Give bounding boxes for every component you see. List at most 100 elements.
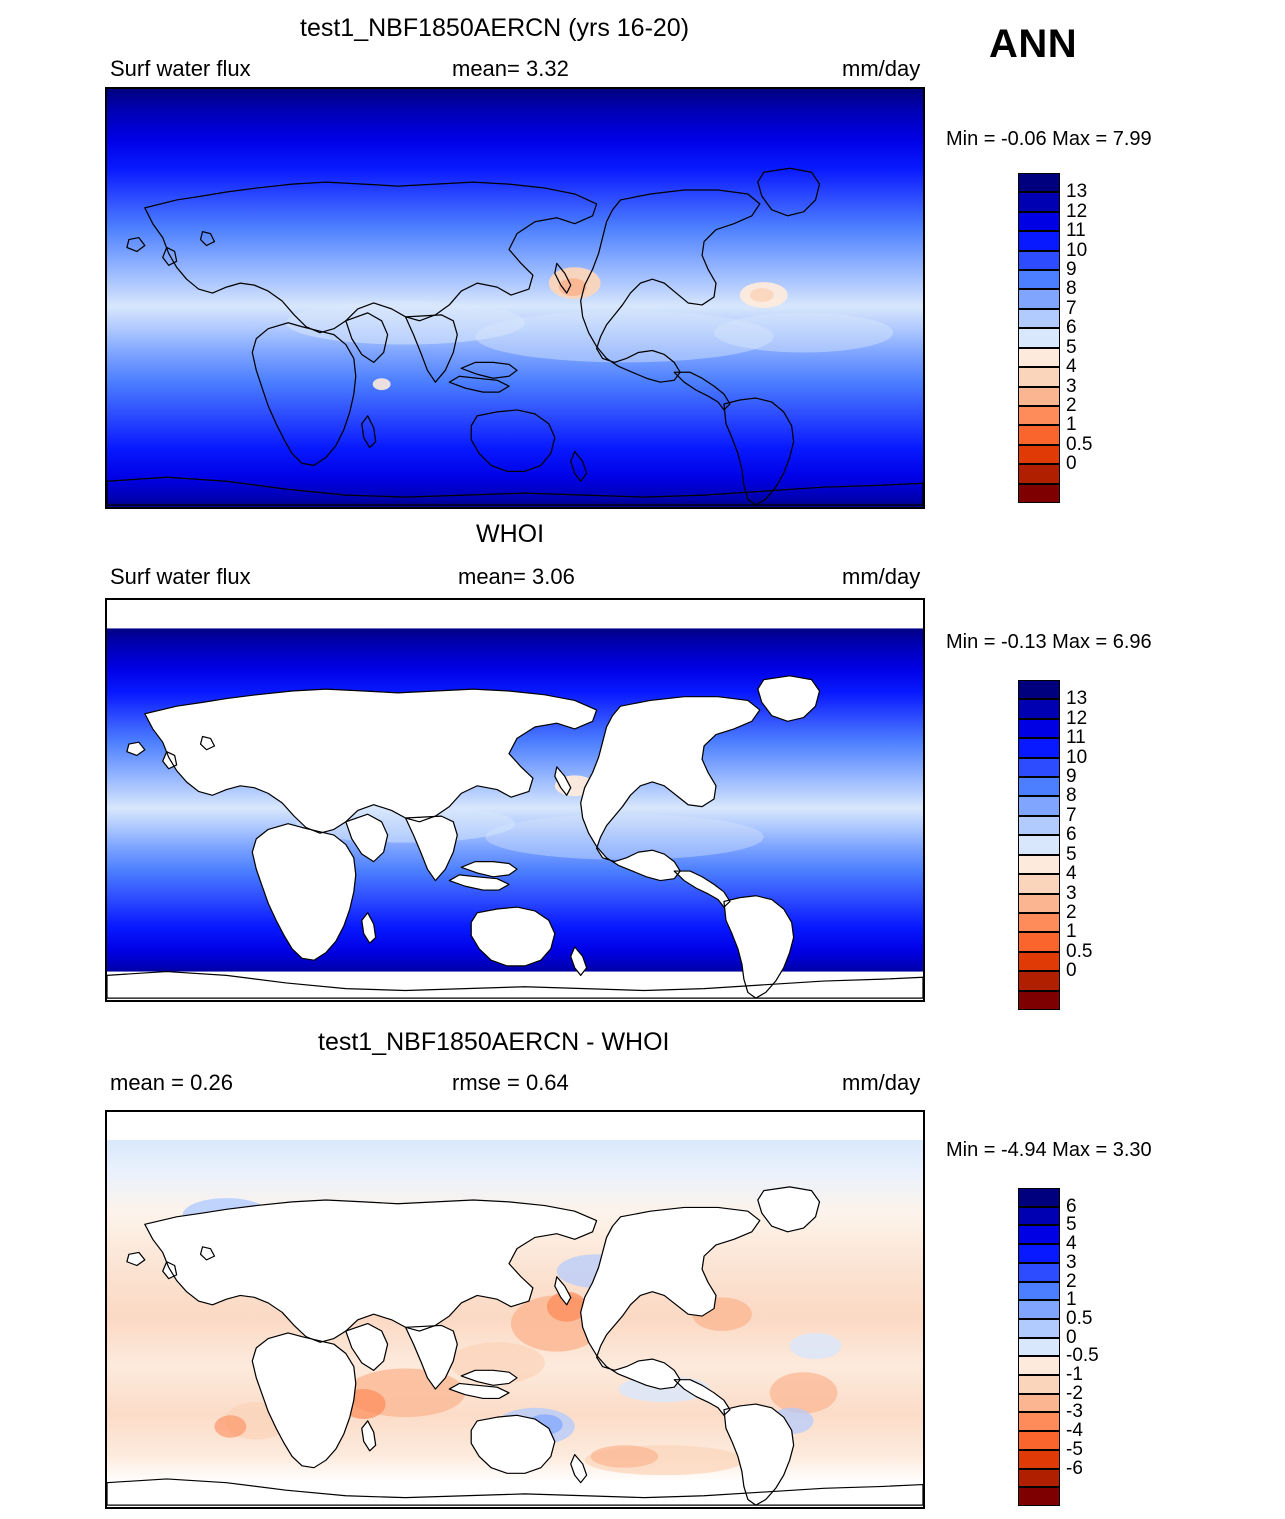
colorbar-swatch (1018, 835, 1060, 855)
colorbar-tick-label: 4 (1066, 863, 1077, 885)
colorbar-swatch (1018, 874, 1060, 894)
colorbar-swatch (1018, 328, 1060, 348)
colorbar-tick-label: 10 (1066, 239, 1088, 261)
colorbar-tick-label: 6 (1066, 317, 1077, 339)
colorbar-tick-label: 3 (1066, 375, 1077, 397)
colorbar-swatch (1018, 1262, 1060, 1282)
colorbar-tick-label: 5 (1066, 843, 1077, 865)
panel-3-map (105, 1110, 925, 1509)
colorbar-tick-label: 2 (1066, 901, 1077, 923)
colorbar-swatch (1018, 1412, 1060, 1432)
colorbar-swatch (1018, 1188, 1060, 1207)
colorbar-swatch (1018, 854, 1060, 875)
colorbar-tick-label: 8 (1066, 278, 1077, 300)
colorbar-swatch (1018, 680, 1060, 700)
colorbar-tick-label: 7 (1066, 297, 1077, 319)
colorbar-tick-label: 11 (1066, 220, 1086, 242)
panel-2-map (105, 598, 925, 1002)
colorbar-tick-label: 1 (1066, 414, 1077, 436)
colorbar-swatch (1018, 1356, 1060, 1376)
colorbar-tick-label: 12 (1066, 707, 1088, 729)
colorbar-swatch (1018, 1487, 1060, 1506)
colorbar-tick-label: 9 (1066, 766, 1077, 788)
colorbar-swatch (1018, 425, 1060, 445)
colorbar-swatch (1018, 971, 1060, 991)
colorbar-swatch (1018, 738, 1060, 758)
colorbar-tick-label: 0.5 (1066, 433, 1093, 455)
colorbar-tick-label: 12 (1066, 200, 1088, 222)
colorbar-swatch (1018, 815, 1060, 836)
colorbar-tick-label: -5 (1066, 1438, 1083, 1460)
colorbar-tick-label: 8 (1066, 785, 1077, 807)
season-label: ANN (989, 22, 1078, 66)
colorbar-tick-label: 13 (1066, 181, 1088, 203)
colorbar-tick-label: 6 (1066, 824, 1077, 846)
colorbar-swatch (1018, 912, 1060, 933)
colorbar-swatch (1018, 405, 1060, 426)
panel-2-title: WHOI (476, 520, 545, 548)
colorbar-swatch (1018, 483, 1060, 503)
panel-3-minmax: Min = -4.94 Max = 3.30 (946, 1139, 1152, 1161)
colorbar-swatch (1018, 1337, 1060, 1357)
colorbar-swatch (1018, 1468, 1060, 1488)
colorbar-tick-label: -3 (1066, 1401, 1083, 1423)
colorbar-tick-label: 0.5 (1066, 1307, 1093, 1329)
colorbar-tick-label: 13 (1066, 688, 1088, 710)
colorbar-swatch (1018, 932, 1060, 952)
colorbar-tick-label: 10 (1066, 746, 1088, 768)
colorbar-swatch (1018, 1375, 1060, 1394)
panel-2-units-label: mm/day (842, 564, 921, 589)
colorbar-tick-label: -1 (1066, 1364, 1083, 1386)
panel-1-mean-label: mean= 3.32 (452, 56, 569, 81)
colorbar-swatch (1018, 211, 1060, 232)
panel-2-mean-label: mean= 3.06 (458, 564, 575, 589)
panel-1-left-label: Surf water flux (110, 56, 251, 81)
colorbar-tick-label: 5 (1066, 336, 1077, 358)
colorbar-swatch (1018, 893, 1060, 913)
colorbar-swatch (1018, 231, 1060, 251)
colorbar-swatch (1018, 796, 1060, 816)
colorbar-tick-label: 2 (1066, 394, 1077, 416)
colorbar-tick-label: 1 (1066, 921, 1077, 943)
colorbar-tick-label: 1 (1066, 1289, 1077, 1311)
colorbar-tick-label: -4 (1066, 1420, 1083, 1442)
panel-3-units-label: mm/day (842, 1070, 921, 1095)
panel-1-colorbar: 13 12 11 10 9 8 7 6 5 4 3 2 1 0.5 0 (1018, 173, 1158, 503)
colorbar-swatch (1018, 289, 1060, 309)
colorbar-tick-label: 0.5 (1066, 940, 1093, 962)
panel-1-map (105, 87, 925, 509)
colorbar-tick-label: 0 (1066, 453, 1077, 475)
colorbar-tick-label: 4 (1066, 356, 1077, 378)
colorbar-swatch (1018, 1244, 1060, 1263)
colorbar-tick-label: 3 (1066, 1251, 1077, 1273)
colorbar-tick-label: 11 (1066, 727, 1086, 749)
panel-2-minmax: Min = -0.13 Max = 6.96 (946, 631, 1152, 653)
colorbar-swatch (1018, 1393, 1060, 1413)
colorbar-swatch (1018, 951, 1060, 972)
colorbar-tick-label: -2 (1066, 1382, 1083, 1404)
colorbar-swatch (1018, 777, 1060, 797)
colorbar-swatch (1018, 699, 1060, 719)
colorbar-swatch (1018, 464, 1060, 484)
colorbar-swatch (1018, 308, 1060, 329)
colorbar-tick-label: 7 (1066, 804, 1077, 826)
colorbar-swatch (1018, 1318, 1060, 1338)
panel-1-title: test1_NBF1850AERCN (yrs 16-20) (300, 14, 690, 42)
colorbar-tick-label: 5 (1066, 1214, 1077, 1236)
colorbar-tick-label: 0 (1066, 1326, 1077, 1348)
panel-3-title: test1_NBF1850AERCN - WHOI (318, 1028, 670, 1056)
colorbar-swatch (1018, 718, 1060, 739)
panel-2-left-label: Surf water flux (110, 564, 251, 589)
colorbar-swatch (1018, 990, 1060, 1010)
colorbar-swatch (1018, 270, 1060, 290)
panel-2-colorbar: 13 12 11 10 9 8 7 6 5 4 3 2 1 0.5 0 (1018, 680, 1158, 1010)
colorbar-tick-label: -0.5 (1066, 1345, 1099, 1367)
colorbar-tick-label: -6 (1066, 1457, 1083, 1479)
colorbar-tick-label: 2 (1066, 1270, 1077, 1292)
colorbar-tick-label: 0 (1066, 960, 1077, 982)
colorbar-swatch (1018, 192, 1060, 212)
panel-3-colorbar: 6 5 4 3 2 1 0.5 0 -0.5 -1 -2 -3 -4 -5 -6 (1018, 1188, 1158, 1506)
colorbar-swatch (1018, 1431, 1060, 1450)
colorbar-swatch (1018, 347, 1060, 368)
